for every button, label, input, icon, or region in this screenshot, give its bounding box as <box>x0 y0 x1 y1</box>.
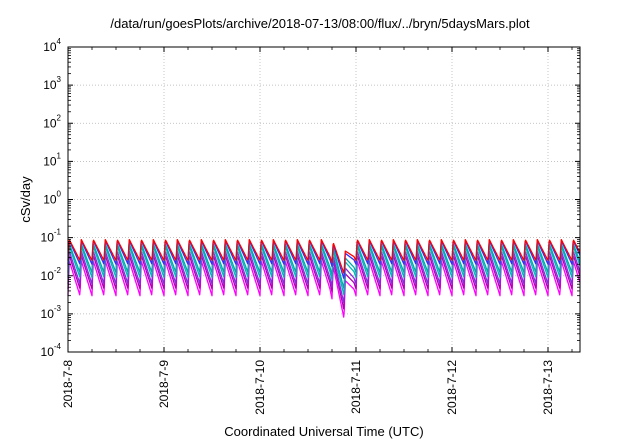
y-tick-label: 10-1 <box>41 228 62 245</box>
y-tick-label: 10-2 <box>41 266 62 283</box>
series-line-7 <box>67 260 581 318</box>
y-tick-label: 10-3 <box>41 304 62 321</box>
x-tick-label: 2018-7-9 <box>157 360 171 408</box>
y-axis-label: cSv/day <box>18 176 33 223</box>
y-tick-label: 101 <box>43 151 61 168</box>
y-axis-label-layer: cSv/day <box>18 176 33 223</box>
y-tick-label: 104 <box>43 37 61 54</box>
y-tick-label: 102 <box>43 113 61 130</box>
grid-layer <box>67 46 580 353</box>
x-axis-label: Coordinated Universal Time (UTC) <box>224 424 424 439</box>
series-line-1 <box>67 238 581 274</box>
x-tick-label: 2018-7-12 <box>445 360 459 415</box>
chart-title: /data/run/goesPlots/archive/2018-07-13/0… <box>110 16 530 31</box>
x-tick-label: 2018-7-13 <box>541 360 555 415</box>
series-line-5 <box>67 250 581 304</box>
y-tick-label: 10-4 <box>41 342 62 359</box>
y-tick-label: 100 <box>43 190 61 207</box>
series-layer <box>67 238 581 318</box>
x-tick-label: 2018-7-8 <box>61 360 75 408</box>
tick-layer: 10-4 10-3 10-2 10-1 100 101 102 103 104 2018-7-8 2… <box>41 37 580 415</box>
x-tick-label: 2018-7-10 <box>253 360 267 415</box>
y-tick-label: 103 <box>43 75 61 92</box>
x-tick-label: 2018-7-11 <box>349 360 363 414</box>
